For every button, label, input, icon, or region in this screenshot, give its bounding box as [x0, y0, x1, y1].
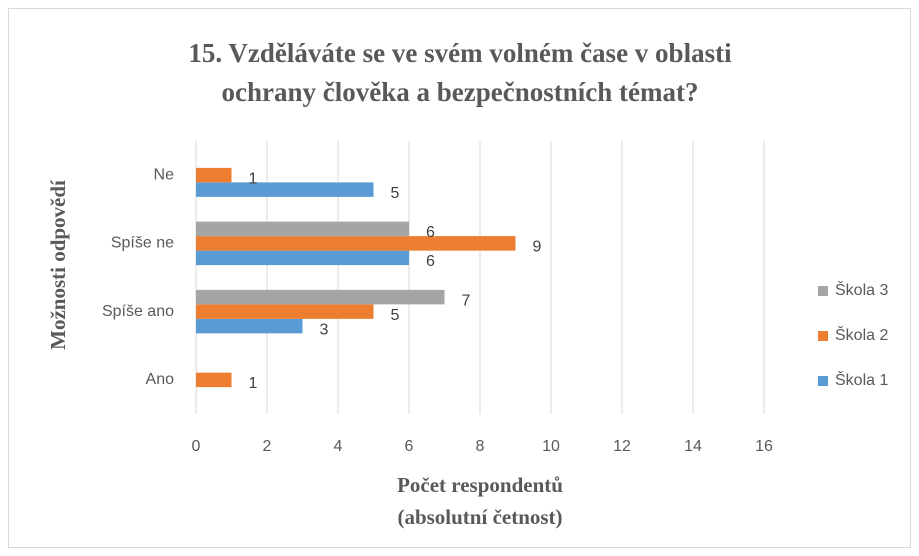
x-tick-label: 2: [263, 438, 272, 455]
y-axis-title: Možnosti odpovědí: [46, 179, 70, 350]
legend-swatch: [818, 331, 828, 341]
data-label: 1: [249, 170, 258, 187]
y-tick-label: Spíše ano: [102, 303, 174, 320]
data-label: 5: [391, 307, 400, 324]
legend-label: Škola 1: [835, 370, 888, 389]
bar: [196, 236, 516, 251]
bar: [196, 250, 409, 266]
x-tick-label: 16: [755, 438, 773, 455]
y-tick-label: Spíše ne: [111, 235, 174, 252]
chart-title: ochrany člověka a bezpečnostních témat?: [222, 77, 699, 107]
x-axis-title: (absolutní četnost): [397, 505, 562, 529]
x-tick-label: 0: [192, 438, 201, 455]
bar: [196, 318, 303, 334]
x-tick-label: 12: [613, 438, 631, 455]
x-tick-label: 6: [405, 438, 414, 455]
chart-border: [8, 8, 911, 548]
y-tick-label: Ano: [146, 371, 175, 388]
bar: [196, 304, 374, 319]
data-label: 3: [320, 321, 329, 338]
legend-label: Škola 3: [835, 280, 888, 299]
x-tick-label: 4: [334, 438, 343, 455]
x-tick-label: 14: [684, 438, 702, 455]
data-label: 5: [391, 185, 400, 202]
data-label: 7: [462, 292, 471, 309]
bar: [196, 372, 232, 388]
bar: [196, 167, 232, 183]
y-tick-label: Ne: [154, 166, 175, 183]
x-tick-label: 10: [542, 438, 560, 455]
x-axis-title: Počet respondentů: [397, 473, 563, 497]
data-label: 1: [249, 375, 258, 392]
legend-swatch: [818, 286, 828, 296]
data-label: 9: [533, 239, 542, 256]
legend-label: Škola 2: [835, 325, 888, 344]
data-label: 6: [426, 224, 435, 241]
bar: [196, 221, 409, 237]
bar: [196, 182, 374, 197]
data-label: 6: [426, 253, 435, 270]
bar: [196, 289, 445, 305]
chart-title: 15. Vzděláváte se ve svém volném čase v …: [188, 38, 732, 68]
x-tick-label: 8: [476, 438, 485, 455]
legend-swatch: [818, 376, 828, 386]
